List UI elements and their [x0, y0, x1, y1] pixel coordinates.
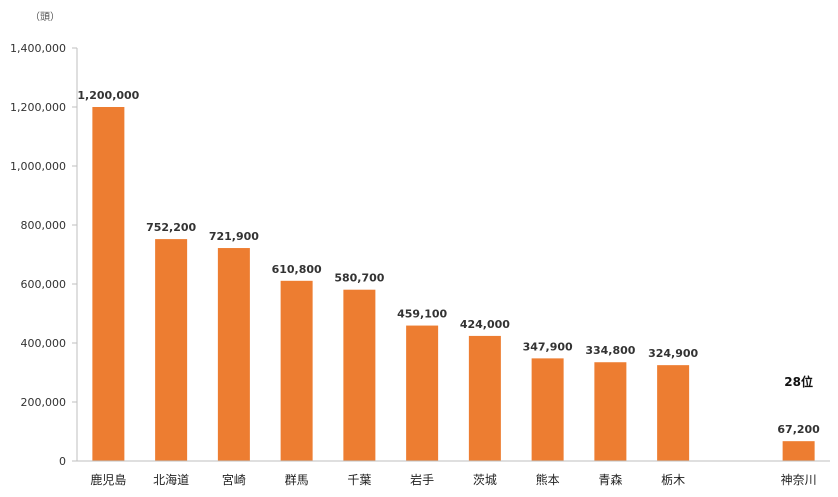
- data-label: 334,800: [585, 344, 635, 357]
- x-category-label: 神奈川: [781, 473, 817, 487]
- y-tick-label: 400,000: [21, 337, 67, 350]
- data-label: 424,000: [460, 318, 510, 331]
- data-label: 610,800: [272, 263, 322, 276]
- bars-group: [92, 107, 815, 461]
- y-axis-ticks: 0 200,000 400,000 600,000 800,000 1,000,000 1,…: [10, 42, 77, 468]
- data-label: 324,900: [648, 347, 698, 360]
- x-category-label: 宮崎: [222, 472, 246, 487]
- y-tick-label: 1,200,000: [10, 101, 66, 114]
- bar: [657, 365, 690, 461]
- y-axis-unit-label: （頭）: [30, 11, 60, 23]
- x-category-label: 茨城: [473, 473, 497, 487]
- y-tick-label: 0: [59, 455, 66, 468]
- bar: [782, 441, 815, 461]
- data-label: 752,200: [146, 221, 196, 234]
- data-label: 721,900: [209, 230, 259, 243]
- bar: [531, 358, 564, 461]
- data-label: 1,200,000: [77, 89, 139, 102]
- y-tick-label: 1,000,000: [10, 160, 66, 173]
- x-category-label: 栃木: [661, 473, 685, 487]
- data-label: 580,700: [334, 272, 384, 285]
- x-category-label: 群馬: [285, 473, 309, 487]
- x-category-label: 熊本: [536, 472, 560, 487]
- x-category-label: 千葉: [347, 473, 371, 487]
- data-label: 459,100: [397, 308, 447, 321]
- bar: [468, 335, 501, 461]
- bar: [217, 248, 250, 461]
- bar: [155, 239, 188, 461]
- x-category-label: 鹿児島: [90, 472, 126, 487]
- bar: [343, 289, 376, 461]
- bar: [406, 325, 439, 461]
- data-label: 67,200: [777, 423, 820, 436]
- rank-annotation: 28位: [784, 374, 813, 389]
- y-tick-label: 200,000: [21, 396, 67, 409]
- bar: [594, 362, 627, 461]
- x-category-label: 岩手: [410, 472, 434, 487]
- y-tick-label: 600,000: [21, 278, 67, 291]
- x-category-label: 北海道: [153, 472, 189, 487]
- y-tick-label: 800,000: [21, 219, 67, 232]
- x-category-label: 青森: [598, 472, 622, 487]
- bar: [280, 280, 313, 461]
- data-label: 347,900: [523, 340, 573, 353]
- data-labels-group: 1,200,000 752,200 721,900 610,800 580,700 459…: [77, 89, 820, 436]
- bar: [92, 107, 125, 461]
- x-axis-labels-group: 鹿児島 北海道 宮崎 群馬 千葉 岩手 茨城 熊本 青森 栃木 神奈川: [90, 472, 816, 487]
- y-tick-label: 1,400,000: [10, 42, 66, 55]
